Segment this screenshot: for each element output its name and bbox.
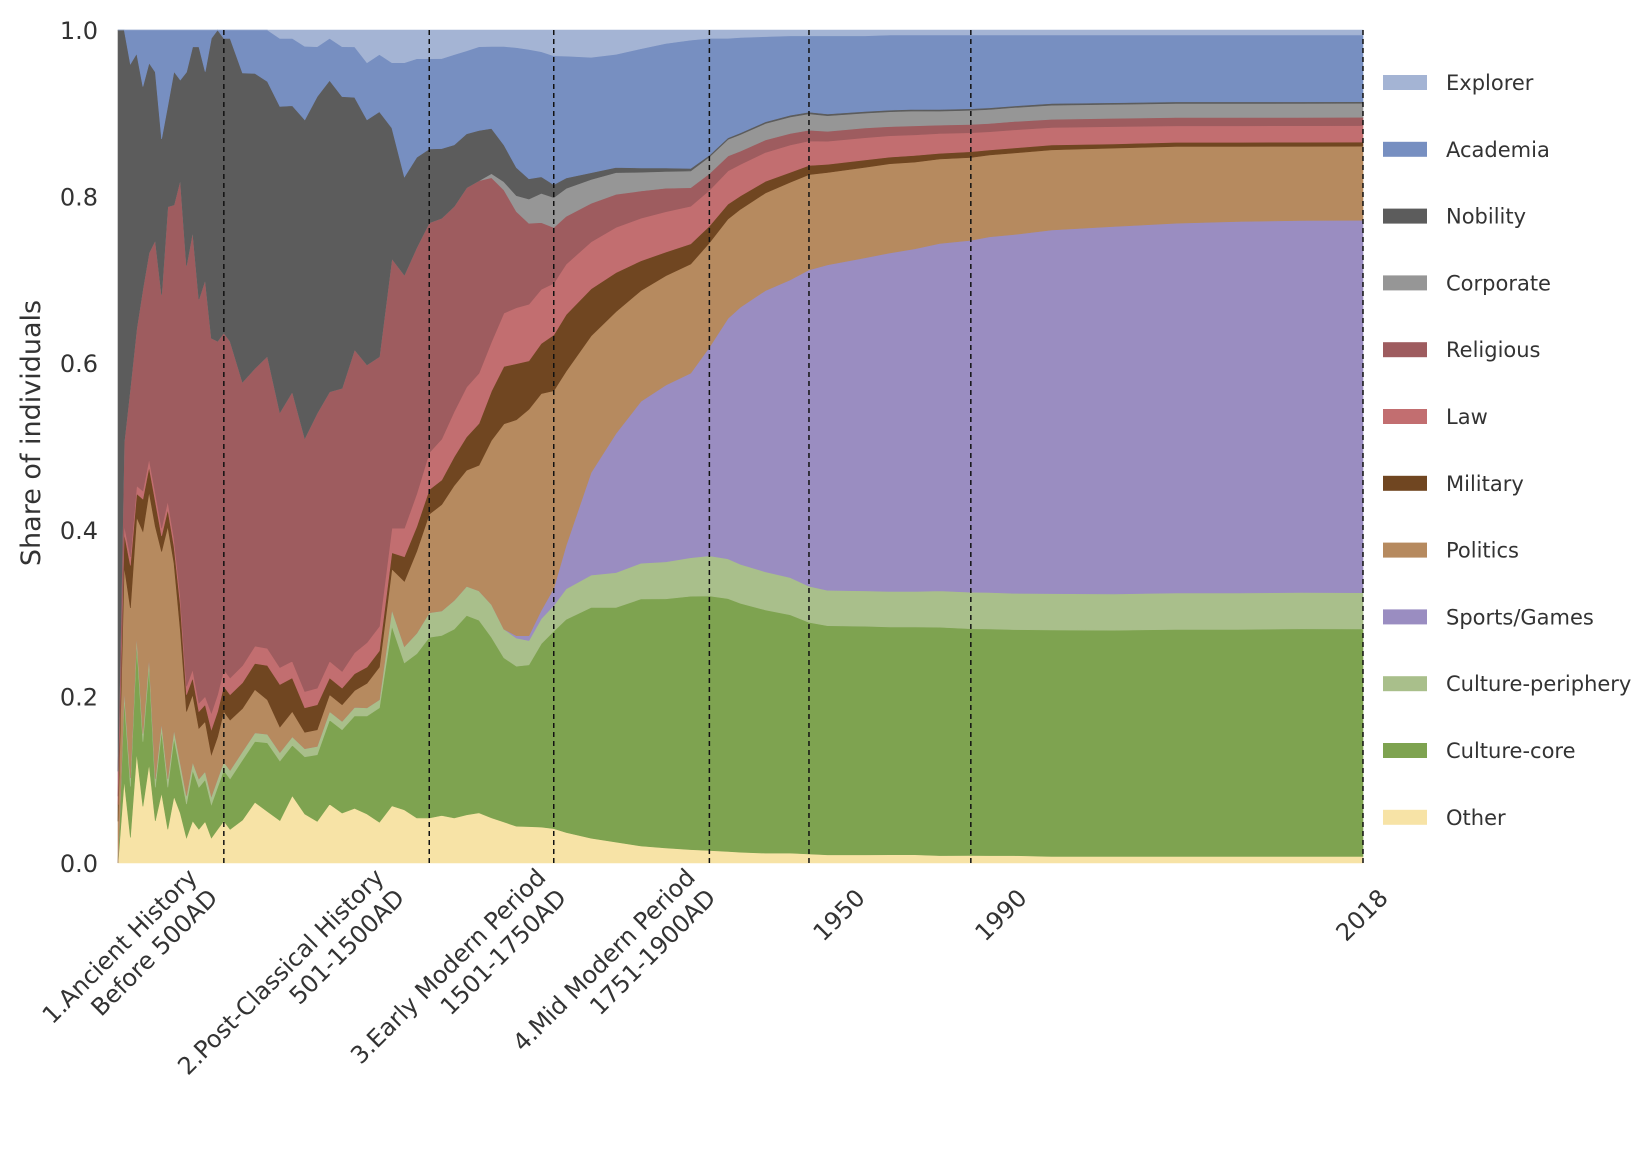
x-tick-label: 1950 <box>808 884 871 947</box>
legend-label-culture-periphery: Culture-periphery <box>1446 672 1631 696</box>
legend-swatch-sports-games <box>1383 609 1427 625</box>
legend-swatch-explorer <box>1383 75 1427 90</box>
legend-swatch-corporate <box>1383 275 1427 291</box>
legend-label-corporate: Corporate <box>1446 271 1551 295</box>
legend-label-academia: Academia <box>1446 138 1550 162</box>
y-axis-title: Share of individuals <box>16 300 47 566</box>
legend-swatch-culture-core <box>1383 743 1427 758</box>
legend-swatch-academia <box>1383 141 1427 157</box>
legend-label-sports-games: Sports/Games <box>1446 605 1594 629</box>
legend: Explorer Academia Nobility Corporate Religio… <box>1383 71 1631 830</box>
legend-label-military: Military <box>1446 472 1524 496</box>
x-tick-label: 1.Ancient HistoryBefore 500AD <box>37 863 224 1050</box>
period-boundary-lines <box>223 30 1364 863</box>
legend-swatch-military <box>1383 475 1427 491</box>
legend-label-culture-core: Culture-core <box>1446 739 1576 763</box>
legend-label-nobility: Nobility <box>1446 205 1526 229</box>
legend-label-explorer: Explorer <box>1446 71 1534 95</box>
area-layers <box>117 29 1364 864</box>
y-tick-label: 0.0 <box>60 850 98 878</box>
legend-label-other: Other <box>1446 806 1506 830</box>
legend-label-law: Law <box>1446 405 1488 429</box>
legend-swatch-law <box>1383 409 1427 424</box>
legend-swatch-nobility <box>1383 208 1427 224</box>
legend-swatch-culture-periphery <box>1383 676 1427 692</box>
legend-swatch-other <box>1383 809 1427 825</box>
y-tick-label: 0.2 <box>60 683 98 711</box>
y-tick-label: 1.0 <box>60 17 98 45</box>
legend-swatch-politics <box>1383 542 1427 558</box>
x-tick-label: 1990 <box>970 884 1033 947</box>
x-axis-ticks: 1.Ancient HistoryBefore 500AD2.Post-Clas… <box>37 863 1394 1080</box>
y-tick-label: 0.4 <box>60 517 98 545</box>
legend-swatch-religious <box>1383 342 1427 358</box>
y-axis-ticks: 0.0 0.2 0.4 0.6 0.8 1.0 <box>60 17 98 878</box>
legend-label-politics: Politics <box>1446 539 1519 563</box>
x-tick-label: 2018 <box>1331 884 1394 947</box>
y-tick-label: 0.6 <box>60 350 98 378</box>
legend-label-religious: Religious <box>1446 338 1541 362</box>
y-tick-label: 0.8 <box>60 184 98 212</box>
